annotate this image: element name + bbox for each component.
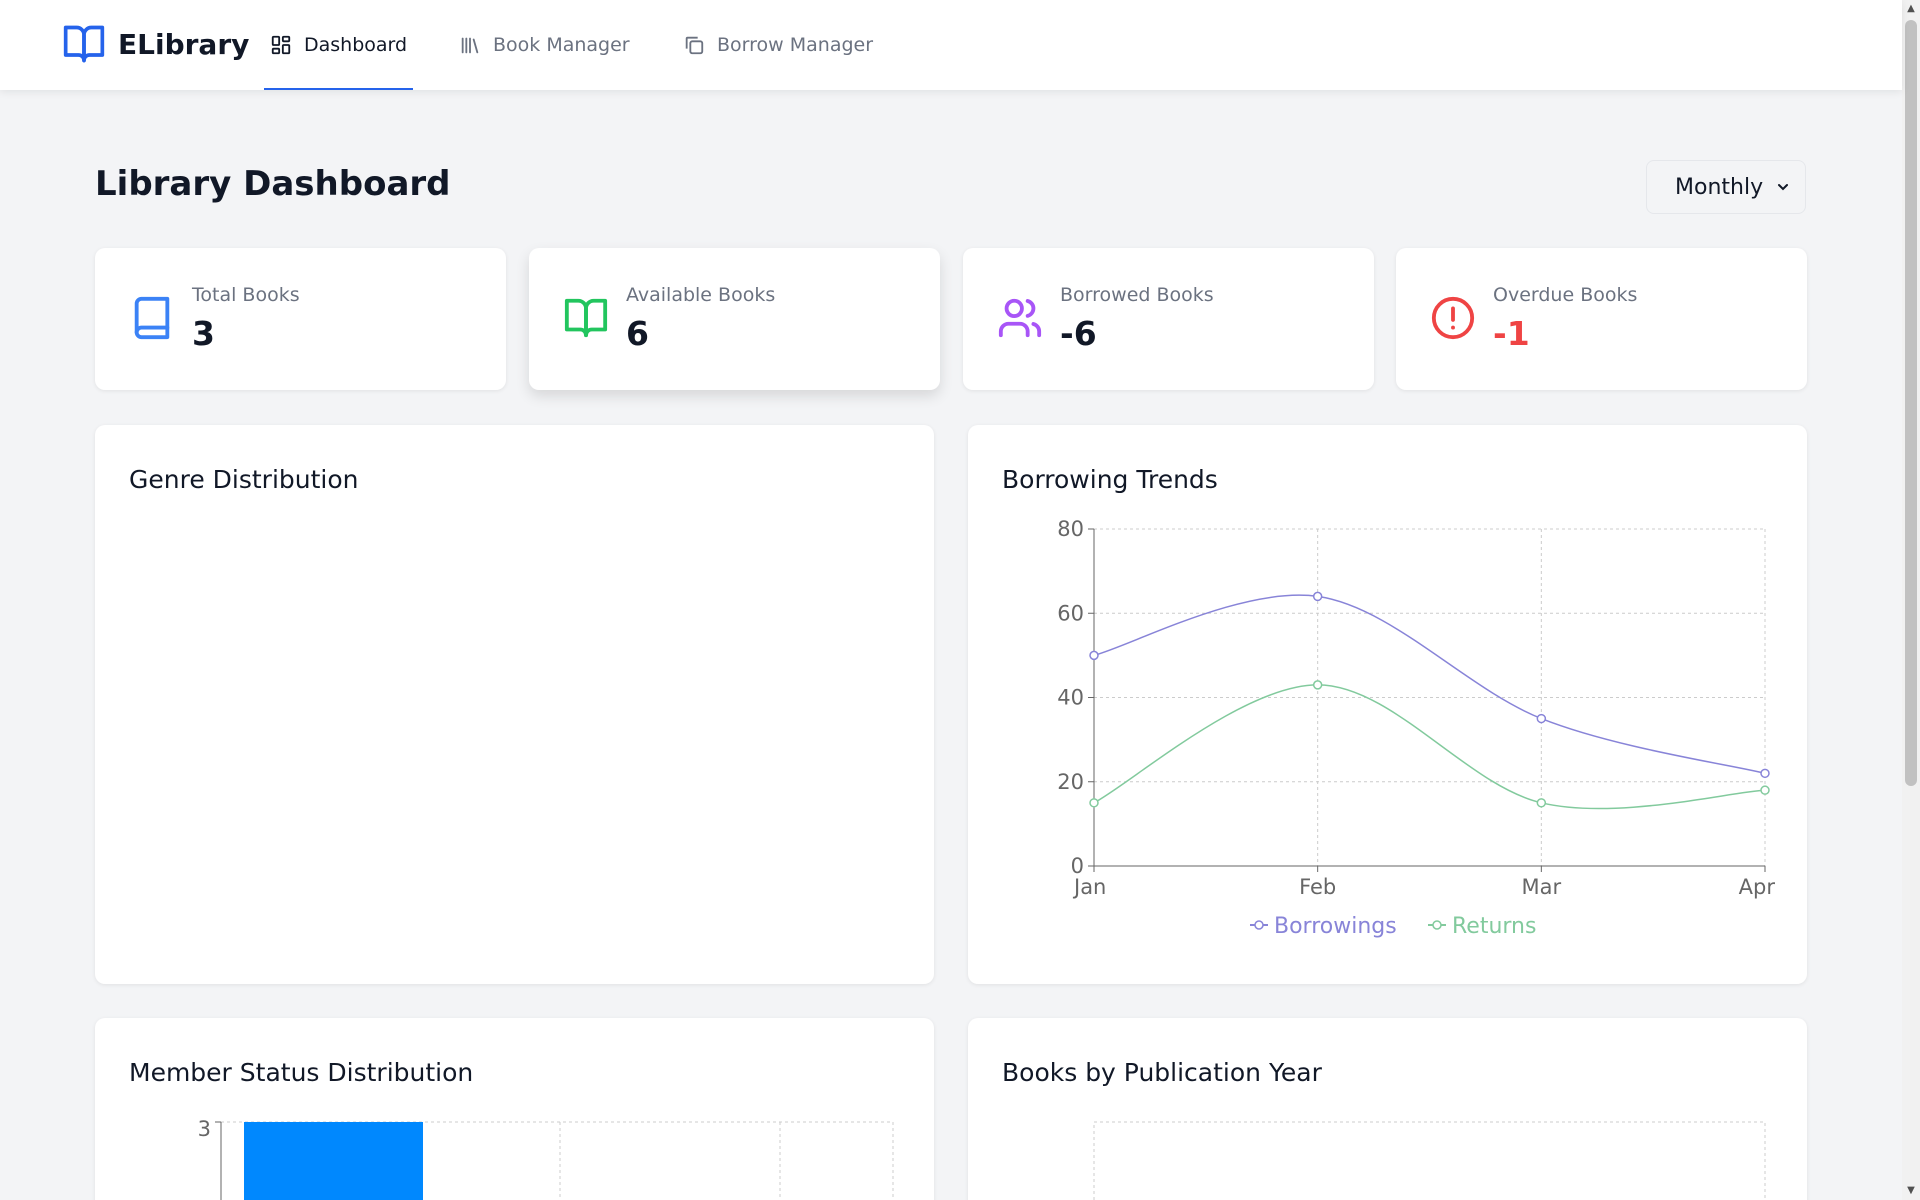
data-point — [1089, 798, 1099, 808]
borrowing-trends-panel: Borrowing Trends 0 20 40 60 80 Jan Feb Mar Apr Bo… — [968, 425, 1807, 984]
stat-value: 3 — [192, 314, 215, 353]
brand-logo[interactable]: ELibrary — [62, 22, 249, 66]
stat-value: -6 — [1060, 314, 1097, 353]
panel-title: Borrowing Trends — [1002, 465, 1218, 494]
member-status-panel: Member Status Distribution 3 — [95, 1018, 934, 1200]
data-point — [1760, 785, 1770, 795]
nav-tab-dashboard[interactable]: Dashboard — [264, 0, 414, 90]
scroll-down-arrow-icon[interactable]: ▼ — [1907, 1185, 1915, 1196]
book-icon — [134, 296, 170, 340]
open-book-logo-icon — [63, 25, 105, 63]
open-book-icon — [564, 298, 608, 338]
data-point — [1312, 591, 1323, 602]
period-select-value: Monthly — [1675, 174, 1764, 200]
brand-name: ELibrary — [118, 27, 250, 61]
data-point — [1760, 768, 1770, 779]
stat-card-total-books: Total Books 3 — [95, 248, 506, 390]
users-icon — [998, 298, 1042, 338]
x-tick-label: Feb — [1299, 875, 1336, 899]
publication-year-panel: Books by Publication Year — [968, 1018, 1807, 1200]
series-line-borrowings — [1093, 594, 1766, 775]
y-tick-label: 40 — [1057, 686, 1084, 710]
publication-year-chart — [1093, 1121, 1766, 1200]
nav-tab-label: Dashboard — [304, 34, 408, 56]
grid-frame — [1093, 1121, 1766, 1200]
data-point — [1536, 713, 1547, 724]
stat-value: 6 — [626, 314, 649, 353]
page-title: Library Dashboard — [95, 164, 451, 204]
scroll-thumb[interactable] — [1905, 20, 1917, 786]
data-point — [1089, 650, 1099, 661]
stat-card-overdue-books: Overdue Books -1 — [1396, 248, 1807, 390]
stat-label: Total Books — [192, 284, 300, 306]
period-select[interactable]: Monthly — [1646, 160, 1806, 214]
genre-distribution-panel: Genre Distribution — [95, 425, 934, 984]
member-status-chart: 3 — [198, 1117, 894, 1200]
alert-circle-icon — [1431, 296, 1475, 340]
legend-marker-dot — [1432, 920, 1442, 930]
x-tick-label: Mar — [1522, 875, 1562, 899]
series-line-returns — [1093, 684, 1766, 810]
x-tick-label: Jan — [1072, 875, 1106, 899]
panel-title: Member Status Distribution — [129, 1058, 474, 1087]
library-shelf-icon — [461, 37, 479, 54]
nav-tab-label: Borrow Manager — [717, 34, 874, 56]
data-point — [1312, 680, 1323, 690]
top-navbar: ELibrary Dashboard Book Manager Borrow M… — [0, 0, 1902, 90]
legend-label: Borrowings — [1274, 914, 1397, 939]
nav-tab-borrow-manager[interactable]: Borrow Manager — [683, 0, 873, 90]
stat-value: -1 — [1493, 314, 1530, 353]
y-tick-label: 0 — [1071, 854, 1084, 878]
stat-card-borrowed-books: Borrowed Books -6 — [963, 248, 1374, 390]
y-tick-label: 3 — [198, 1117, 211, 1141]
page-scrollbar[interactable]: ▲ ▼ — [1902, 0, 1920, 1200]
bar — [244, 1122, 423, 1200]
data-point — [1536, 798, 1547, 808]
nav-tab-book-manager[interactable]: Book Manager — [459, 0, 630, 90]
nav-tab-label: Book Manager — [493, 34, 630, 56]
copy-stack-icon — [685, 36, 704, 55]
chevron-down-icon — [1778, 184, 1788, 191]
y-tick-label: 20 — [1057, 770, 1084, 794]
panel-title: Genre Distribution — [129, 465, 359, 494]
stat-card-available-books: Available Books 6 — [529, 248, 940, 390]
scroll-up-arrow-icon[interactable]: ▲ — [1907, 3, 1915, 14]
legend-marker-dot — [1254, 920, 1264, 930]
stat-label: Available Books — [626, 284, 776, 306]
borrowing-trends-chart: 0 20 40 60 80 Jan Feb Mar Apr Borrowings Returns — [1057, 517, 1776, 939]
dashboard-grid-icon — [271, 35, 291, 55]
y-tick-label: 80 — [1057, 517, 1084, 541]
stat-label: Borrowed Books — [1060, 284, 1214, 306]
stat-label: Overdue Books — [1493, 284, 1638, 306]
panel-title: Books by Publication Year — [1002, 1058, 1322, 1087]
legend-label: Returns — [1452, 914, 1536, 939]
y-tick-label: 60 — [1057, 601, 1084, 625]
x-tick-label: Apr — [1739, 875, 1776, 899]
